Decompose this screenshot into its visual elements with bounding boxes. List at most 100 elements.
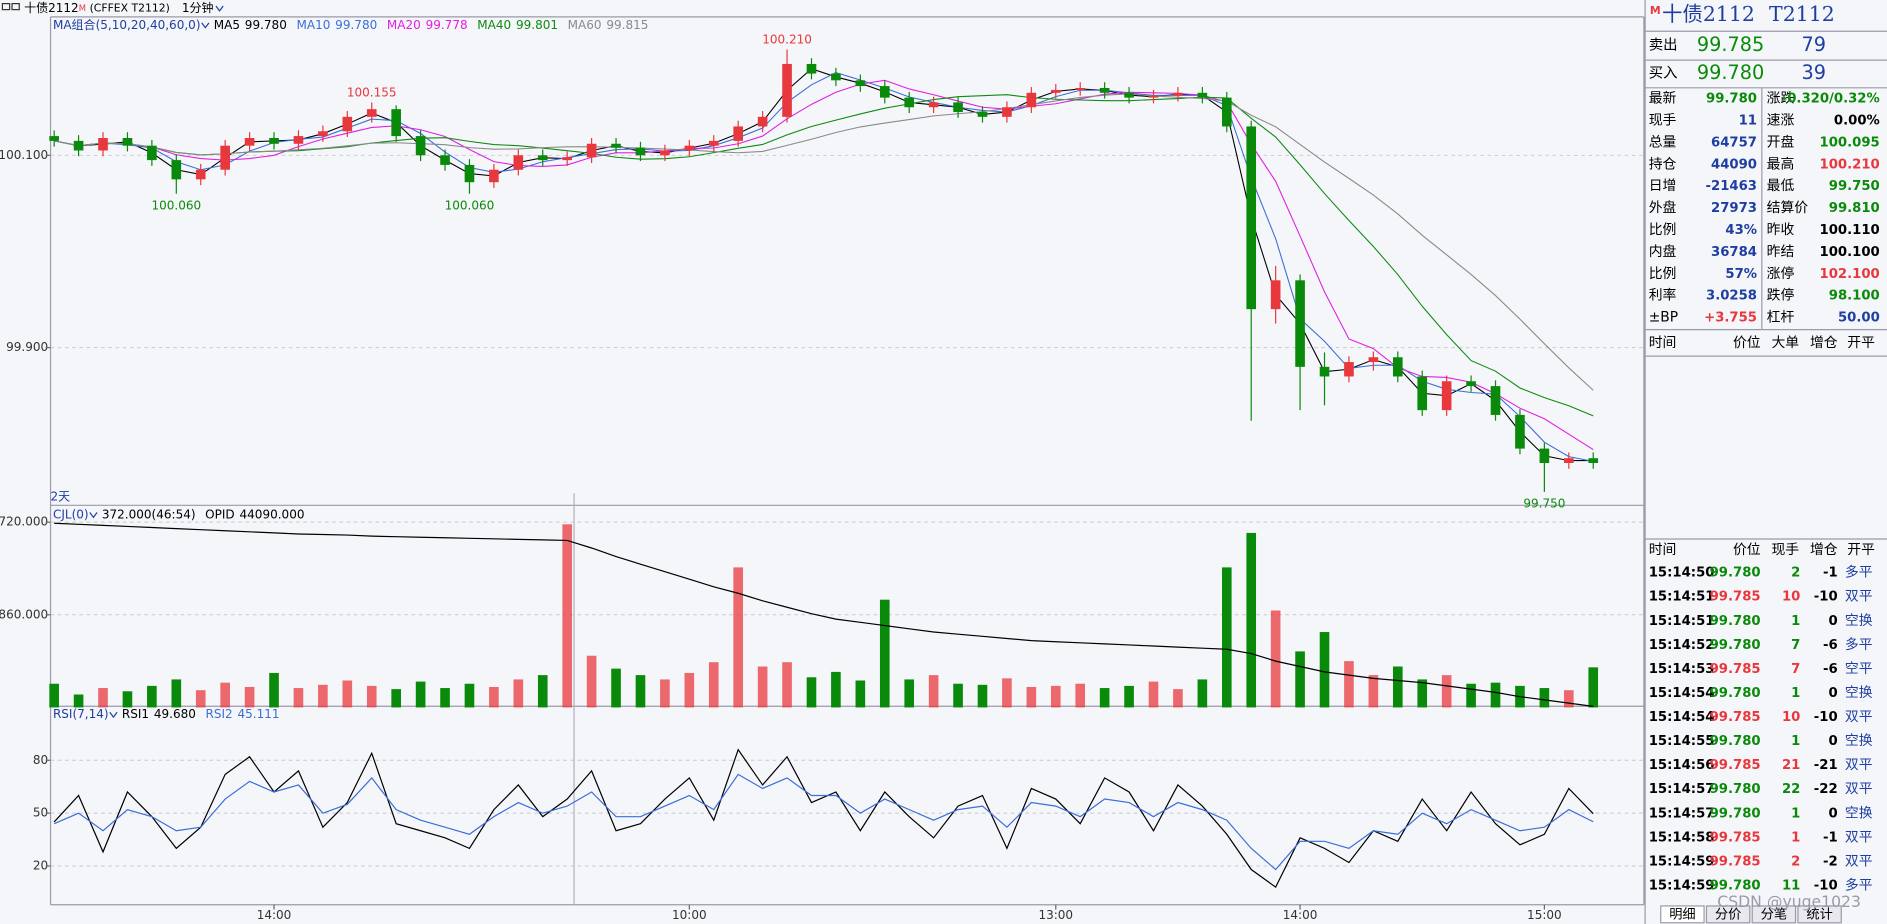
candle-body — [195, 169, 206, 180]
trade-time: 15:14:51 — [1649, 614, 1715, 629]
trade-time: 15:14:51 — [1649, 590, 1715, 605]
candle-body — [1197, 92, 1208, 98]
dropdown-icon[interactable] — [201, 22, 210, 29]
volume-bar — [269, 672, 279, 708]
trade-volume: 7 — [1791, 662, 1800, 677]
trade-type: 双平 — [1845, 853, 1873, 869]
column-header: 增仓 — [1810, 542, 1838, 558]
stat-label: ±BP — [1649, 310, 1678, 326]
volume-bar — [73, 694, 84, 708]
candle-body — [220, 145, 230, 170]
trade-volume: 7 — [1791, 638, 1800, 653]
stat-label: 内盘 — [1649, 243, 1677, 260]
stat-value: 44090 — [1711, 157, 1757, 172]
stat-value: 102.100 — [1820, 267, 1880, 282]
panel-header[interactable]: RSI(7,14) — [53, 707, 109, 721]
stat-label: 速涨 — [1767, 113, 1795, 129]
trade-type: 双平 — [1845, 589, 1873, 605]
trade-time: 15:14:54 — [1649, 686, 1715, 701]
tab[interactable] — [1797, 905, 1842, 924]
candle-body — [1148, 95, 1159, 98]
trade-change: -22 — [1814, 782, 1838, 797]
volume-bar — [1368, 675, 1379, 708]
candle-body — [1173, 92, 1183, 96]
trade-type: 双平 — [1845, 757, 1873, 773]
candle-body — [1075, 87, 1086, 90]
tab[interactable] — [1751, 905, 1797, 924]
volume-bar — [1124, 685, 1134, 708]
trade-price: 99.785 — [1710, 662, 1761, 677]
candle-body — [366, 109, 377, 117]
trade-change: 0 — [1828, 614, 1837, 629]
trade-type: 双平 — [1845, 781, 1873, 797]
volume-bar — [928, 675, 939, 708]
trade-price: 99.780 — [1710, 782, 1761, 797]
volume-bar — [1270, 610, 1281, 708]
stat-label: 昨结 — [1767, 244, 1795, 260]
tab[interactable] — [1660, 905, 1705, 924]
volume-value: 372.000(46:54) — [102, 507, 196, 521]
candle-body — [879, 86, 890, 98]
trade-price: 99.785 — [1710, 590, 1761, 605]
marker: M — [79, 3, 86, 13]
candle-body — [1050, 89, 1061, 93]
volume-bar — [1319, 632, 1330, 708]
panel-header[interactable]: CJL(0) — [53, 507, 89, 521]
stat-value: 99.780 — [1706, 92, 1757, 107]
volume-bar — [1588, 667, 1599, 708]
stat-value: 100.095 — [1820, 135, 1880, 150]
trade-change: -6 — [1823, 662, 1838, 677]
trade-time: 15:14:57 — [1649, 806, 1715, 821]
candle-body — [855, 80, 866, 87]
panel-header[interactable]: MA组合(5,10,20,40,60,0) — [53, 17, 201, 32]
trade-change: -21 — [1814, 758, 1838, 773]
tab[interactable] — [1705, 905, 1751, 924]
stat-value: 36784 — [1711, 245, 1757, 260]
candle-body — [1392, 357, 1403, 377]
candle-body — [49, 136, 59, 141]
candle-body — [1124, 92, 1134, 98]
quote-code: T2112 — [1769, 2, 1835, 26]
candle-body — [1490, 386, 1501, 415]
candle-body — [489, 169, 499, 183]
volume-bar — [611, 668, 621, 708]
volume-bar — [879, 599, 890, 708]
candle-body — [757, 116, 768, 127]
candle-body — [171, 160, 182, 180]
trade-price: 99.785 — [1710, 758, 1761, 773]
tab-label[interactable]: 明细 — [1669, 906, 1695, 922]
stat-value: 11 — [1739, 114, 1757, 129]
stat-value: -21463 — [1706, 179, 1757, 194]
tab-label[interactable]: 统计 — [1806, 906, 1832, 922]
volume-bar — [757, 666, 768, 708]
stat-label: 外盘 — [1649, 199, 1677, 216]
y-tick-label: 1720.000 — [0, 515, 48, 529]
trade-change: 0 — [1828, 686, 1837, 701]
volume-bar — [660, 679, 670, 708]
candle-body — [684, 145, 695, 151]
dropdown-icon[interactable] — [89, 512, 98, 519]
stat-label: 现手 — [1649, 113, 1677, 129]
ma-value: 99.801 — [516, 18, 558, 32]
period[interactable]: 1分钟 — [182, 0, 214, 15]
dropdown-icon[interactable] — [109, 711, 118, 719]
ma-line — [54, 72, 1594, 462]
dropdown-icon[interactable] — [215, 5, 224, 12]
candle-body — [1221, 97, 1232, 127]
trade-price: 99.780 — [1710, 686, 1761, 701]
candle-body — [464, 164, 475, 183]
candle-body — [977, 112, 988, 117]
stat-label: 持仓 — [1649, 156, 1677, 172]
stat-label: 利率 — [1649, 287, 1677, 304]
symbol: 十债2112 — [24, 1, 79, 15]
column-header: 大单 — [1771, 335, 1799, 351]
icon — [11, 3, 20, 11]
x-tick-label: 15:00 — [1527, 908, 1562, 922]
candle-body — [1270, 280, 1281, 310]
volume-bar — [1392, 666, 1403, 708]
tab-label[interactable]: 分价 — [1715, 906, 1741, 922]
tab-label[interactable]: 分笔 — [1761, 906, 1787, 922]
volume-bar — [1466, 683, 1476, 708]
volume-bar — [1197, 679, 1208, 708]
